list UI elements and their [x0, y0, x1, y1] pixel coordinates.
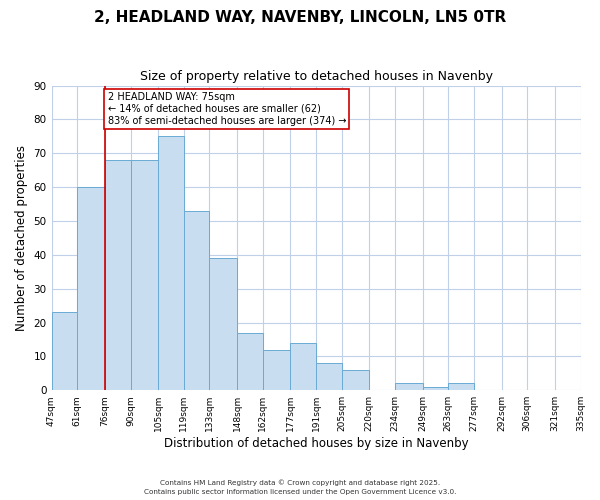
Bar: [395, 384, 422, 390]
Bar: [342, 370, 369, 390]
Bar: [237, 332, 263, 390]
Y-axis label: Number of detached properties: Number of detached properties: [15, 145, 28, 331]
Text: Contains HM Land Registry data © Crown copyright and database right 2025.
Contai: Contains HM Land Registry data © Crown c…: [144, 480, 456, 495]
Bar: [131, 160, 158, 390]
Bar: [105, 160, 131, 390]
Bar: [77, 187, 105, 390]
X-axis label: Distribution of detached houses by size in Navenby: Distribution of detached houses by size …: [164, 437, 469, 450]
Bar: [448, 384, 474, 390]
Bar: [316, 363, 342, 390]
Title: Size of property relative to detached houses in Navenby: Size of property relative to detached ho…: [140, 70, 493, 83]
Bar: [422, 387, 448, 390]
Bar: [290, 343, 316, 390]
Text: 2, HEADLAND WAY, NAVENBY, LINCOLN, LN5 0TR: 2, HEADLAND WAY, NAVENBY, LINCOLN, LN5 0…: [94, 10, 506, 25]
Bar: [158, 136, 184, 390]
Bar: [52, 312, 77, 390]
Bar: [209, 258, 237, 390]
Text: 2 HEADLAND WAY: 75sqm
← 14% of detached houses are smaller (62)
83% of semi-deta: 2 HEADLAND WAY: 75sqm ← 14% of detached …: [107, 92, 346, 126]
Bar: [184, 211, 209, 390]
Bar: [263, 350, 290, 390]
